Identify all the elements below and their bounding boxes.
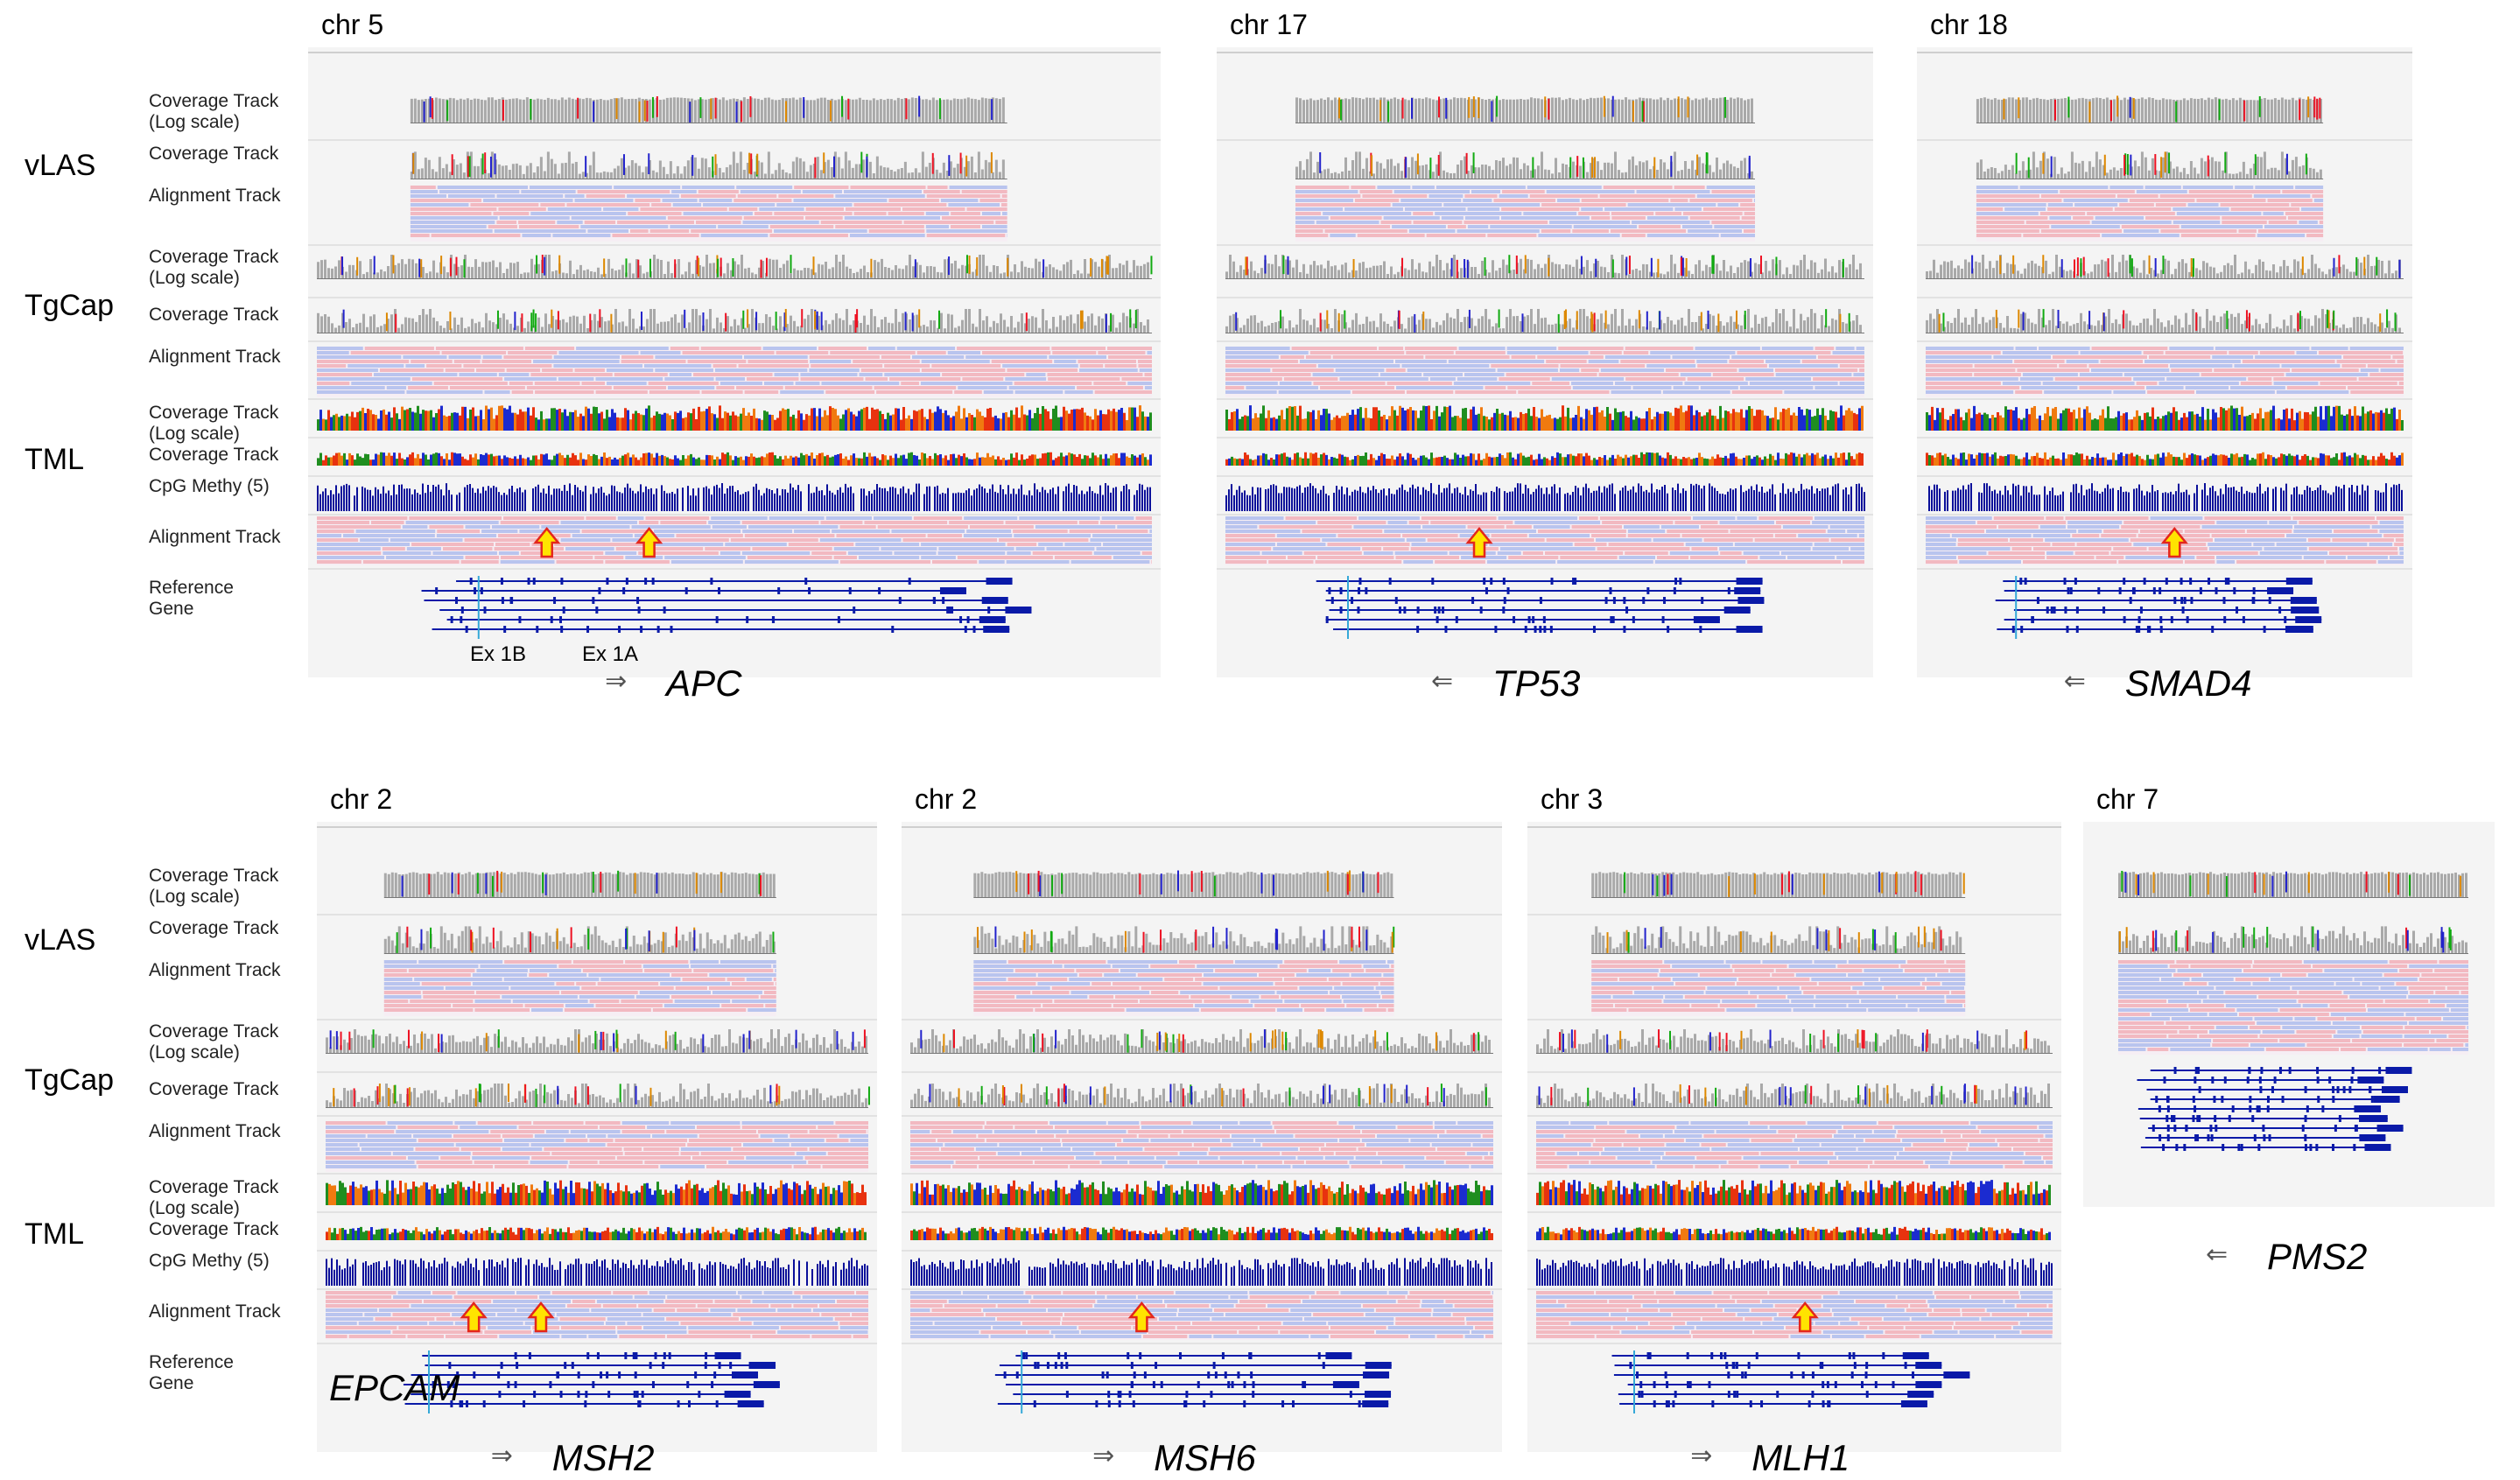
panel-smad4: [1917, 47, 2412, 677]
panel-pms2: [2083, 822, 2495, 1207]
panel-msh2: [317, 822, 877, 1452]
panel-mlh1: [1527, 822, 2061, 1452]
panel-tp53: [1217, 47, 1873, 677]
panel-msh6: [902, 822, 1502, 1452]
panel-apc: [308, 47, 1161, 677]
